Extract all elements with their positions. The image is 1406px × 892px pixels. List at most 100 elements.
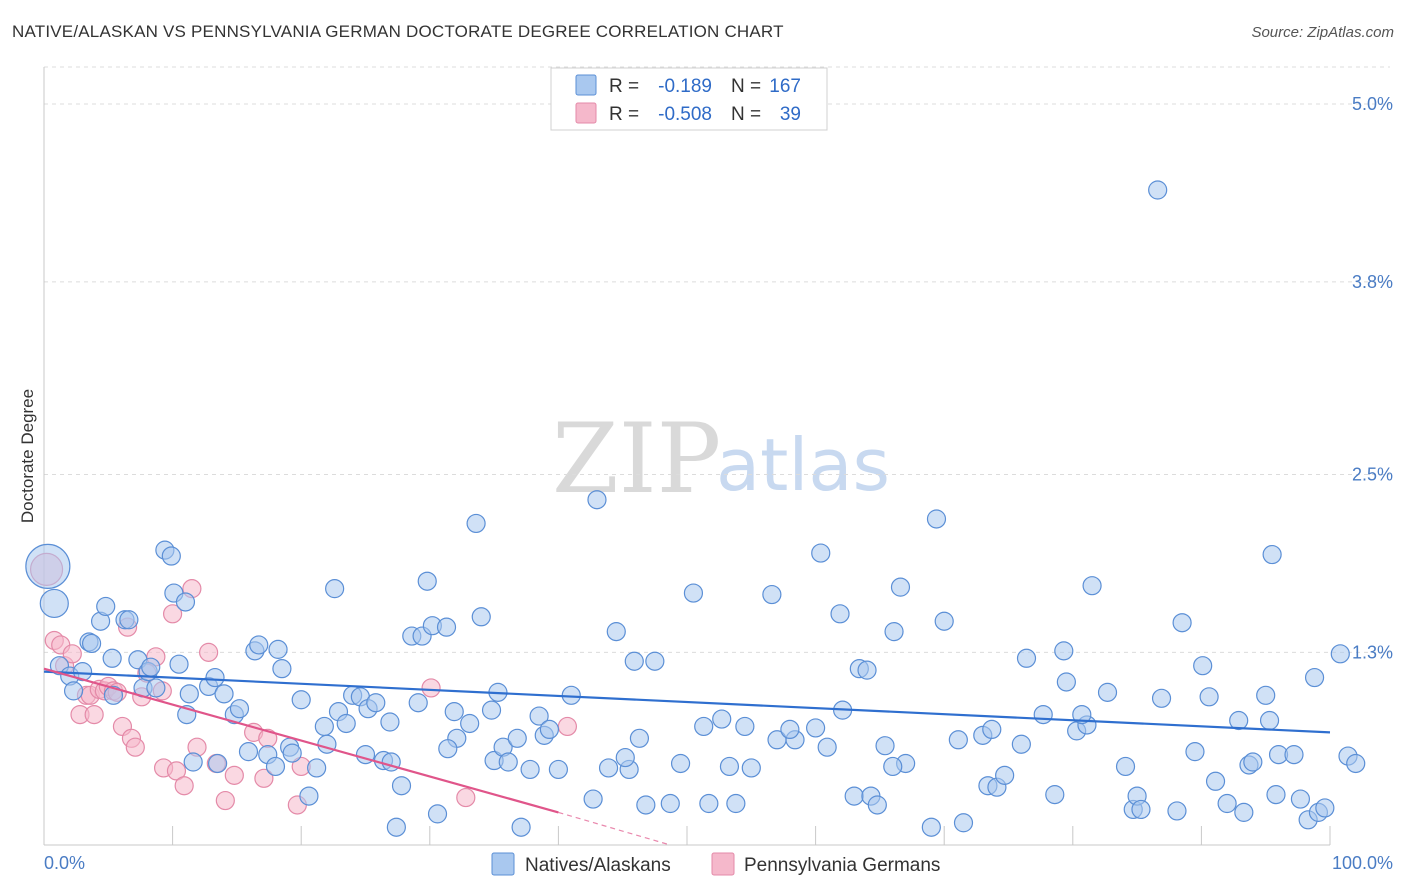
legend-n-label-pa-germans: N = [731, 104, 761, 125]
data-point [456, 787, 476, 808]
data-point [1082, 576, 1102, 596]
data-point [624, 651, 644, 671]
data-point [1229, 710, 1249, 731]
data-point [314, 716, 334, 737]
y-tick-labels: 1.3% 2.5% 3.8% 5.0% [1352, 94, 1393, 662]
data-point [119, 610, 139, 630]
data-point [857, 660, 877, 680]
data-point [174, 776, 194, 796]
data-point [1011, 734, 1031, 754]
data-point [921, 817, 941, 837]
data-point [63, 681, 84, 701]
data-point [249, 635, 269, 655]
data-point [867, 795, 887, 815]
data-point [444, 702, 464, 722]
data-point [982, 719, 1002, 740]
legend-r-value-natives: -0.189 [658, 76, 712, 97]
data-point [408, 693, 428, 713]
data-point [161, 546, 181, 566]
data-point [1151, 688, 1172, 708]
y-tick-label: 3.8% [1352, 272, 1393, 292]
data-point [1148, 180, 1168, 200]
data-point [81, 633, 102, 654]
data-point [548, 759, 569, 780]
data-point [224, 765, 244, 785]
data-point [272, 659, 292, 679]
data-point [1185, 742, 1205, 762]
data-point [199, 642, 219, 662]
legend-r-label-pa-germans: R = [609, 104, 639, 125]
data-point [805, 718, 826, 738]
data-point [741, 758, 761, 778]
data-point [884, 622, 904, 642]
data-point [883, 756, 903, 777]
y-tick-label: 2.5% [1352, 465, 1393, 485]
legend-box [550, 67, 828, 131]
data-point [780, 719, 800, 740]
gridlines [44, 66, 1390, 653]
data-point [1284, 745, 1304, 765]
chart-title: NATIVE/ALASKAN VS PENNSYLVANIA GERMAN DO… [12, 22, 784, 41]
data-point [169, 654, 189, 674]
data-point [466, 513, 486, 534]
data-point [229, 699, 250, 719]
legend-n-value-pa-germans: 39 [780, 104, 801, 125]
data-point [694, 716, 714, 737]
data-point [1205, 771, 1226, 791]
data-point [366, 693, 386, 713]
watermark-atlas: atlas [716, 423, 890, 507]
data-point [1234, 802, 1254, 822]
data-point [1290, 789, 1311, 809]
data-point [417, 571, 437, 591]
x-tick-label-max: 100.0% [1332, 853, 1393, 873]
data-point [282, 743, 302, 763]
data-point [146, 678, 166, 698]
y-tick-label: 5.0% [1352, 94, 1393, 114]
data-point [307, 758, 327, 778]
data-point [481, 700, 502, 720]
data-point [268, 639, 288, 659]
data-point [557, 716, 578, 737]
data-point [291, 690, 311, 710]
legend-bottom-swatch-natives [491, 852, 515, 876]
data-point [712, 709, 732, 729]
data-point [325, 579, 345, 599]
data-point [175, 592, 196, 612]
data-point [726, 793, 746, 814]
trend-lines [43, 667, 1331, 846]
data-point [208, 753, 228, 774]
data-point [102, 648, 122, 668]
data-point [735, 716, 755, 737]
data-point [498, 752, 518, 772]
data-point [62, 644, 82, 664]
data-point [1217, 793, 1237, 814]
data-point [141, 657, 161, 677]
watermark-zip: ZIP [552, 403, 721, 515]
data-point [1243, 752, 1263, 772]
data-point [1056, 672, 1076, 692]
data-point [811, 543, 831, 563]
data-point [386, 817, 406, 837]
data-point [471, 607, 491, 627]
x-tick-label-min: 0.0% [44, 853, 85, 873]
data-point [265, 756, 286, 777]
data-point [25, 543, 71, 590]
data-point [215, 790, 235, 811]
data-point [436, 617, 457, 637]
data-point [1054, 641, 1074, 661]
data-point [183, 752, 203, 772]
data-point [511, 817, 531, 837]
trend-line-pa-germans [43, 667, 559, 814]
legend-n-value-natives: 167 [769, 76, 801, 97]
legend-swatch-natives [575, 74, 597, 96]
data-point [1167, 801, 1187, 821]
data-point [1193, 656, 1213, 676]
data-point [1172, 613, 1192, 633]
data-point [645, 651, 665, 671]
data-point [948, 730, 968, 750]
data-point [529, 706, 549, 726]
data-point [1097, 682, 1118, 702]
data-point [660, 793, 680, 814]
data-point [606, 622, 626, 642]
